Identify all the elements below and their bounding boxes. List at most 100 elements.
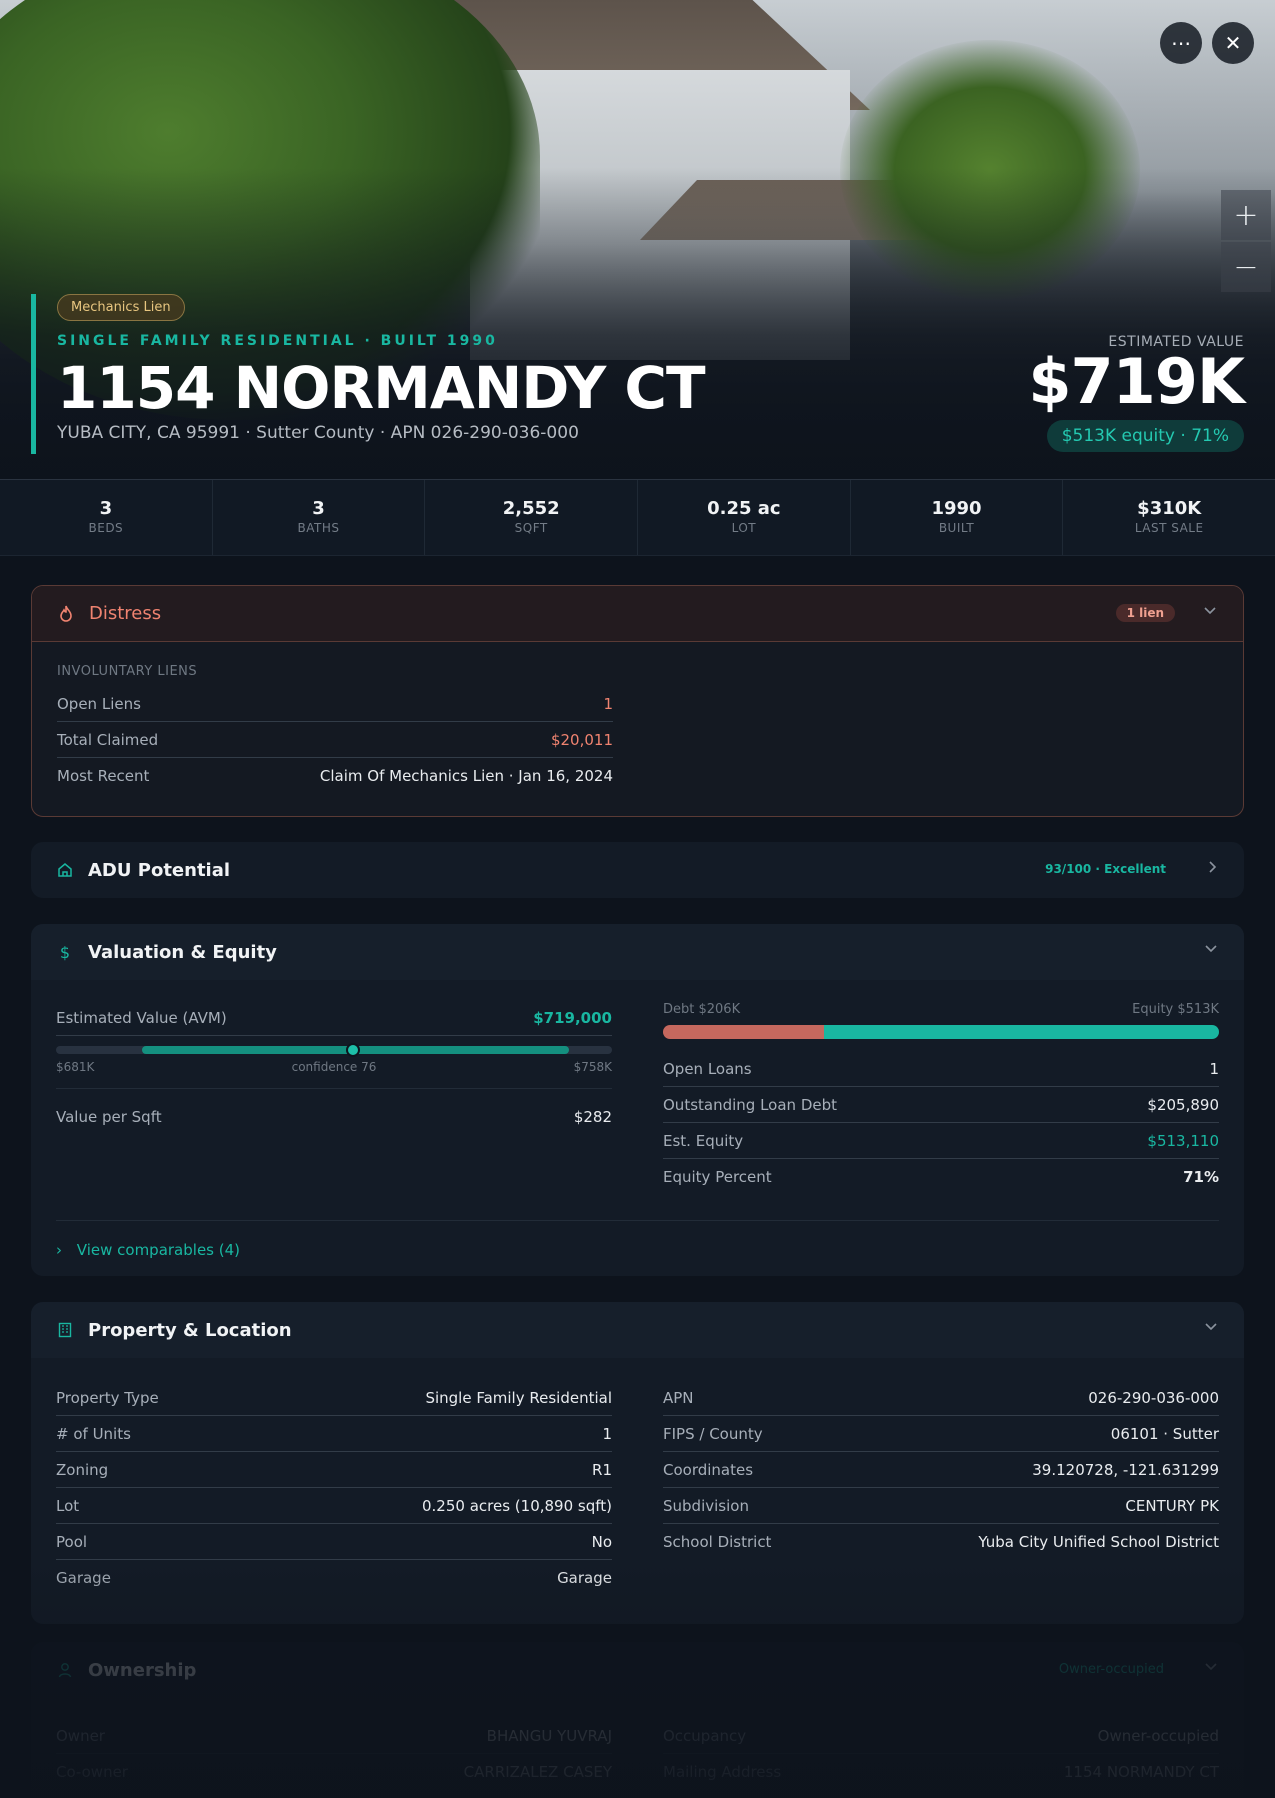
row-key: APN <box>663 1388 694 1407</box>
row-key: Zoning <box>56 1460 109 1479</box>
estimated-value: $719K <box>1028 345 1245 418</box>
avm-range-track <box>56 1043 612 1057</box>
ownership-card: Ownership Owner-occupied Owner BHANGU YUV… <box>31 1642 1244 1798</box>
plus-icon: + <box>1233 197 1259 233</box>
row-key: Subdivision <box>663 1496 749 1515</box>
row-key: Lot <box>56 1496 80 1515</box>
table-row: Co-owner CARRIZALEZ CASEY <box>56 1754 612 1790</box>
chevron-down-icon[interactable] <box>1204 942 1218 958</box>
debt-label: Debt $206K <box>663 1002 741 1017</box>
property-location-card: Property & Location Property Type Single … <box>31 1302 1244 1624</box>
avm-range-labels: $681K confidence 76 $758K <box>56 1060 612 1074</box>
stat-last-sale: $310K LAST SALE <box>1063 480 1275 555</box>
stat-value: $310K <box>1137 498 1202 519</box>
more-options-button[interactable]: ⋯ <box>1160 22 1202 64</box>
stat-sqft: 2,552 SQFT <box>425 480 639 555</box>
row-value: 0.250 acres (10,890 sqft) <box>422 1496 612 1515</box>
adu-header[interactable]: ADU Potential 93/100 · Excellent <box>31 842 1244 898</box>
debt-column: Debt $206K Equity $513K Open Loans 1 Out… <box>663 1002 1219 1195</box>
valuation-equity-card: $ Valuation & Equity Estimated Value (AV… <box>31 924 1244 1276</box>
row-value: 39.120728, -121.631299 <box>1032 1460 1219 1479</box>
row-value: $20,011 <box>550 730 613 749</box>
stat-label: LOT <box>731 521 757 535</box>
involuntary-liens-label: INVOLUNTARY LIENS <box>57 664 198 679</box>
stat-value: 2,552 <box>502 498 560 519</box>
stat-baths: 3 BATHS <box>213 480 426 555</box>
property-subaddress: YUBA CITY, CA 95991 · Sutter County · AP… <box>57 423 579 443</box>
row-value: 026-290-036-000 <box>1088 1388 1219 1407</box>
row-value: 1 <box>1209 1059 1219 1078</box>
row-key: Open Loans <box>663 1059 752 1078</box>
close-icon: ✕ <box>1224 31 1242 55</box>
table-row: Owner BHANGU YUVRAJ <box>56 1718 612 1754</box>
dollar-icon: $ <box>59 942 71 962</box>
row-key: Equity Percent <box>663 1168 772 1186</box>
stat-label: BUILT <box>938 521 975 535</box>
table-row: Equity Percent 71% <box>663 1159 1219 1195</box>
psf-row: Value per Sqft $282 <box>56 1099 612 1135</box>
lien-badge: Mechanics Lien <box>57 294 185 321</box>
row-key: School District <box>663 1533 772 1551</box>
zoom-out-button[interactable]: − <box>1221 242 1271 292</box>
distress-rows: Open Liens 1 Total Claimed $20,011 Most … <box>57 686 613 794</box>
table-row: Est. Equity $513,110 <box>663 1123 1219 1159</box>
estimated-value-box: ESTIMATED VALUE $719K $513K equity · 71% <box>1028 334 1245 452</box>
row-key: # of Units <box>56 1424 131 1443</box>
row-key: Outstanding Loan Debt <box>663 1095 837 1114</box>
equity-segment <box>824 1025 1219 1039</box>
row-value: 1 <box>603 694 613 713</box>
row-key: Est. Equity <box>663 1131 744 1150</box>
stat-beds: 3 BEDS <box>0 480 213 555</box>
property-header[interactable]: Property & Location <box>31 1302 1244 1358</box>
chevron-down-icon[interactable] <box>1203 604 1217 620</box>
view-comparables-label: View comparables (4) <box>76 1241 241 1259</box>
table-row: Most Recent Claim Of Mechanics Lien · Ja… <box>57 758 613 794</box>
zoom-in-button[interactable]: + <box>1221 190 1271 240</box>
ellipsis-icon: ⋯ <box>1171 31 1191 55</box>
table-row: Pool No <box>56 1524 612 1560</box>
chevron-down-icon[interactable] <box>1204 1320 1218 1336</box>
row-value: Yuba City Unified School District <box>978 1533 1219 1551</box>
property-left-column: Property Type Single Family Residential #… <box>56 1380 612 1596</box>
table-row: Mailing Address 1154 NORMANDY CT <box>663 1754 1219 1790</box>
distress-title: Distress <box>89 603 162 624</box>
view-comparables-link[interactable]: › View comparables (4) <box>56 1220 1219 1259</box>
user-icon <box>56 1661 74 1679</box>
stat-label: LAST SALE <box>1134 521 1204 535</box>
ownership-right-column: Occupancy Owner-occupied Mailing Address 1… <box>663 1718 1219 1790</box>
row-key: Coordinates <box>663 1460 754 1479</box>
chevron-down-icon[interactable] <box>1204 1660 1218 1676</box>
stat-value: 1990 <box>931 498 982 519</box>
row-value: 1 <box>602 1424 612 1443</box>
row-value: R1 <box>592 1460 612 1479</box>
ownership-header[interactable]: Ownership Owner-occupied <box>31 1642 1244 1698</box>
property-header: Mechanics Lien SINGLE FAMILY RESIDENTIAL… <box>31 294 731 454</box>
table-row: Total Claimed $20,011 <box>57 722 613 758</box>
row-value: No <box>591 1532 612 1551</box>
avm-label: Estimated Value (AVM) <box>56 1008 227 1027</box>
chevron-right-icon[interactable] <box>1208 860 1218 878</box>
lien-count-badge: 1 lien <box>1115 604 1175 622</box>
loan-rows: Open Loans 1 Outstanding Loan Debt $205,… <box>663 1051 1219 1195</box>
valuation-header[interactable]: $ Valuation & Equity <box>31 924 1244 980</box>
row-key: Garage <box>56 1569 111 1587</box>
row-value: Garage <box>557 1569 612 1587</box>
stats-bar: 3 BEDS 3 BATHS 2,552 SQFT 0.25 ac LOT 19… <box>0 480 1275 556</box>
debt-segment <box>663 1025 825 1039</box>
row-value: $513,110 <box>1147 1131 1219 1150</box>
row-key: Co-owner <box>56 1763 128 1781</box>
row-value: 71% <box>1183 1168 1219 1186</box>
psf-label: Value per Sqft <box>56 1108 162 1126</box>
adu-potential-card[interactable]: ADU Potential 93/100 · Excellent <box>31 842 1244 898</box>
distress-card: Distress 1 lien INVOLUNTARY LIENS Open L… <box>31 585 1244 817</box>
row-value: Owner-occupied <box>1097 1726 1219 1745</box>
stat-label: BATHS <box>297 521 340 535</box>
table-row: Zoning R1 <box>56 1452 612 1488</box>
chevron-right-icon: › <box>56 1241 62 1259</box>
table-row: # of Units 1 <box>56 1416 612 1452</box>
distress-header[interactable]: Distress 1 lien <box>32 586 1243 642</box>
adu-title: ADU Potential <box>88 859 231 881</box>
close-button[interactable]: ✕ <box>1212 22 1254 64</box>
divider <box>56 1088 612 1089</box>
table-row: Open Liens 1 <box>57 686 613 722</box>
